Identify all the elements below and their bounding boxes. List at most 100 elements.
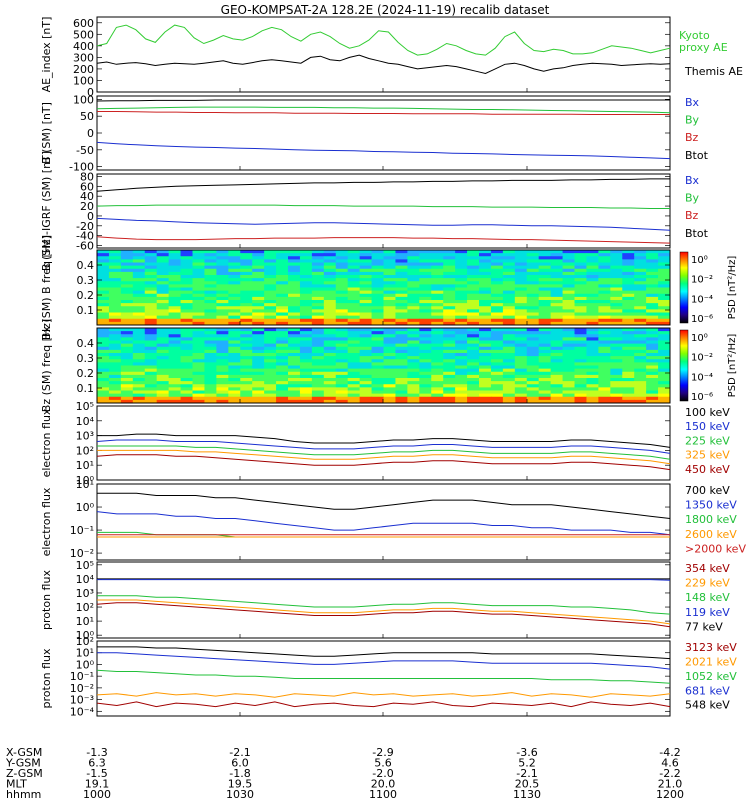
spectrogram-cell [97,356,110,360]
spectrogram-cell [359,321,373,326]
spectrogram-cell [622,293,635,298]
spectrogram-cell [407,399,420,404]
spectrogram-cell [574,271,587,276]
spectrogram-cell [562,365,575,370]
spectrogram-cell [479,346,492,351]
spectrogram-cell [359,343,373,348]
spectrogram-cell [347,328,361,332]
spectrogram-cell [168,368,182,373]
spectrogram-cell [335,253,349,257]
spectrogram-cell [622,259,635,263]
spectrogram-cell [228,262,241,267]
spectrogram-cell [168,321,182,326]
spectrogram-cell [419,346,432,351]
spectrogram-cell [216,290,229,295]
spectrogram-cell [574,378,587,382]
spectrogram-cell [264,359,277,363]
spectrogram-cell [108,387,122,391]
spectrogram-cell [371,271,384,276]
spectrogram-cell [216,371,229,376]
legend-entry: 77 keV [685,620,723,633]
spectrogram-cell [383,384,396,388]
spectrogram-cell [562,312,575,317]
spectrogram-cell [311,343,325,348]
spectrogram-cell [371,312,384,317]
spectrogram-cell [514,296,528,301]
spectrogram-cell [216,259,229,263]
spectrogram-cell [252,378,265,382]
spectrogram-cell [180,287,193,292]
spectrogram-cell [156,256,170,260]
spectrogram-cell [288,346,301,351]
spectrogram-cell [407,265,420,270]
spectrogram-cell [371,253,384,257]
spectrogram-cell [622,262,635,267]
spectrogram-cell [288,343,301,348]
spectrogram-cell [574,334,587,338]
spectrogram-cell [276,265,289,270]
spectrogram-cell [311,349,325,354]
spectrogram-cell [479,378,492,382]
spectrogram-cell [574,293,587,298]
spectrogram-cell [168,356,182,360]
spectrogram-cell [264,378,277,382]
spectrogram-cell [276,262,289,267]
spectrogram-cell [168,250,182,254]
spectrogram-cell [108,278,122,282]
spectrogram-cell [562,321,575,326]
spectrogram-cell [646,253,659,257]
spectrogram-cell [658,275,671,279]
spectrogram-cell [216,306,229,310]
spectrogram-cell [347,306,361,310]
spectrogram-cell [610,256,623,260]
y-tick-label: 10³ [76,430,94,443]
spectrogram-cell [646,278,659,282]
spectrogram-cell [574,365,587,370]
spectrogram-cell [658,334,671,338]
y-tick-label: 10⁻⁴ [70,705,95,718]
spectrogram-cell [347,287,361,292]
spectrogram-cell [574,371,587,376]
spectrogram-cell [156,300,170,304]
spectrogram-cell [407,284,420,288]
spectrogram-cell [97,315,110,320]
spectrogram-cell [431,387,444,391]
spectrogram-cell [359,300,373,304]
spectrogram-cell [264,300,277,304]
spectrogram-cell [311,281,325,285]
spectrogram-cell [335,318,349,323]
spectrogram-cell [252,303,265,307]
spectrogram-cell [598,265,611,270]
spectrogram-cell [455,387,468,391]
spectrogram-cell [598,328,611,332]
spectrogram-cell [252,340,265,345]
spectrogram-cell [192,309,205,313]
spectrogram-cell [252,328,265,332]
spectrogram-cell [97,296,110,301]
spectrogram-cell [132,374,146,379]
x-axis-date: 2024 Nov 19 [6,799,76,800]
spectrogram-cell [204,337,217,341]
spectrogram-cell [132,384,146,388]
spectrogram-cell [108,356,122,360]
spectrogram-cell [192,334,205,338]
spectrogram-cell [383,356,396,360]
spectrogram-cell [586,384,599,388]
spectrogram-cell [479,265,492,270]
legend-entry: 150 keV [685,420,730,433]
spectrogram-cell [658,271,671,276]
spectrogram-cell [443,399,456,404]
spectrogram-cell [335,278,349,282]
spectrogram-cell [419,381,432,385]
spectrogram-cell [204,281,217,285]
spectrogram-cell [144,353,158,357]
spectrogram-cell [502,312,516,317]
spectrogram-cell [323,390,337,395]
spectrogram-cell [395,387,408,391]
spectrogram-cell [228,349,241,354]
spectrogram-cell [264,262,277,267]
spectrogram-cell [204,396,217,401]
spectrogram-cell [538,290,552,295]
spectrogram-cell [204,356,217,360]
spectrogram-cell [562,281,575,285]
